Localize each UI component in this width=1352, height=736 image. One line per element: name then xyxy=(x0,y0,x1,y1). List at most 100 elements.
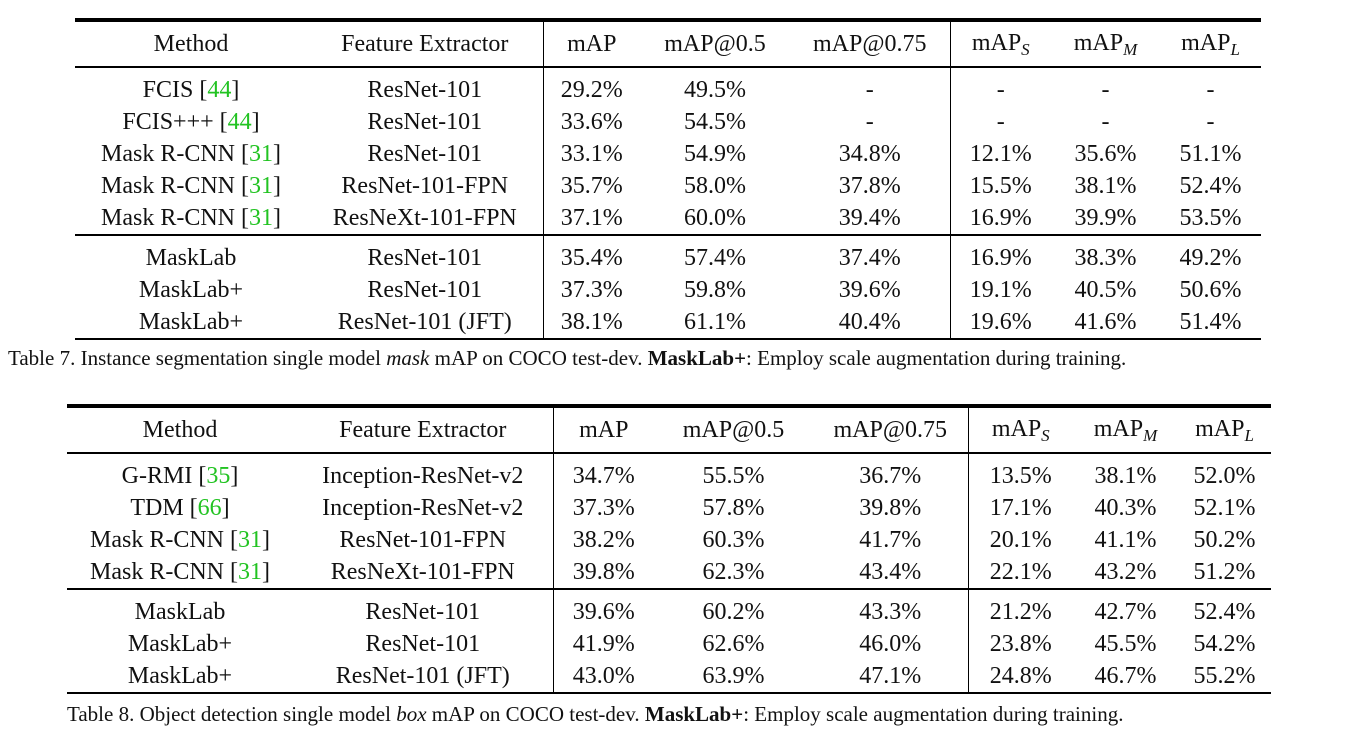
header-map75: mAP@0.75 xyxy=(790,18,951,68)
citation-link[interactable]: 35 xyxy=(206,463,231,489)
cell-method: MaskLab+ xyxy=(75,306,307,340)
cell-method: Mask R-CNN [31] xyxy=(75,202,307,236)
citation-link[interactable]: 66 xyxy=(197,495,222,521)
header-map-m-sub: M xyxy=(1123,39,1138,59)
header-row: Method Feature Extractor mAP mAP@0.5 mAP… xyxy=(67,404,1271,454)
cell-feature: ResNet-101 xyxy=(307,138,544,170)
citation-link[interactable]: 31 xyxy=(249,205,273,231)
cell-feature: ResNet-101 xyxy=(293,589,554,628)
cell-map-s: 15.5% xyxy=(969,173,1032,199)
cell-map-m: 41.6% xyxy=(1051,306,1160,340)
cell-map-m: 38.3% xyxy=(1074,245,1137,271)
cell-map-m: 43.2% xyxy=(1073,556,1178,590)
cell-map-s: 17.1% xyxy=(989,495,1052,521)
cell-map-l: - xyxy=(1206,109,1215,135)
header-map: mAP xyxy=(543,18,640,68)
table-8-masklab: MaskLab ResNet-101 39.6% 60.2% 43.3% 21.… xyxy=(67,589,1271,694)
cell-map-l: 50.2% xyxy=(1193,527,1256,553)
cell-map-l: 49.2% xyxy=(1179,245,1242,271)
citation-link[interactable]: 31 xyxy=(238,559,262,585)
cell-map75: 36.7% xyxy=(813,453,969,492)
cell-map75: 34.8% xyxy=(790,138,951,170)
cell-method: FCIS [44] xyxy=(142,77,240,103)
method-name: G-RMI xyxy=(121,463,199,489)
method-name: Mask R-CNN xyxy=(100,173,241,199)
cell-method: MaskLab xyxy=(145,245,237,271)
table-row: Mask R-CNN [31] ResNeXt-101-FPN 37.1% 60… xyxy=(75,202,1261,236)
table-row: FCIS+++ [44] ResNet-101 33.6% 54.5% - - … xyxy=(75,106,1261,138)
table-8-baselines: G-RMI [35] Inception-ResNet-v2 34.7% 55.… xyxy=(67,453,1271,590)
cell-map50: 62.6% xyxy=(702,631,765,657)
cell-map-s: 22.1% xyxy=(968,556,1073,590)
header-map-l-base: mAP xyxy=(1195,415,1245,442)
header-map-m: mAPM xyxy=(1073,404,1178,454)
cell-map75: 39.8% xyxy=(813,492,969,524)
cell-map-s: 23.8% xyxy=(989,631,1052,657)
citation-link[interactable]: 44 xyxy=(227,109,252,135)
cell-map: 41.9% xyxy=(572,631,635,657)
caption-text: Table 7. Instance segmentation single mo… xyxy=(8,346,387,370)
header-map-m-base: mAP xyxy=(1073,29,1124,56)
cell-map: 43.0% xyxy=(553,660,654,694)
table-8-caption: Table 8. Object detection single model b… xyxy=(67,704,1123,725)
table-row: MaskLab+ ResNet-101 (JFT) 38.1% 61.1% 40… xyxy=(75,306,1261,340)
cell-map-s: 20.1% xyxy=(989,527,1052,553)
header-method: Method xyxy=(75,18,307,68)
method-name: TDM xyxy=(130,495,190,521)
header-map-l: mAPL xyxy=(1160,18,1261,68)
cell-map: 33.1% xyxy=(560,141,623,167)
cell-map-s: - xyxy=(996,77,1005,103)
cell-map-l: 52.4% xyxy=(1193,599,1256,625)
citation-link[interactable]: 31 xyxy=(249,173,273,199)
header-method: Method xyxy=(67,404,293,454)
cell-method: Mask R-CNN [31] xyxy=(100,173,281,199)
header-row: Method Feature Extractor mAP mAP@0.5 mAP… xyxy=(75,18,1261,68)
cell-feature: ResNet-101 xyxy=(293,628,554,660)
cell-map-s: 12.1% xyxy=(969,141,1032,167)
cell-map75: 40.4% xyxy=(790,306,951,340)
cell-map: 34.7% xyxy=(572,463,635,489)
method-name: FCIS xyxy=(142,77,200,103)
table-row: MaskLab+ ResNet-101 37.3% 59.8% 39.6% 19… xyxy=(75,274,1261,306)
citation-link[interactable]: 31 xyxy=(249,141,273,167)
cell-map-m: 42.7% xyxy=(1094,599,1157,625)
header-map-l-sub: L xyxy=(1230,39,1240,59)
cell-map-l: 52.0% xyxy=(1193,463,1256,489)
cell-map: 37.3% xyxy=(572,495,635,521)
cell-map-l: 55.2% xyxy=(1178,660,1271,694)
cell-feature: Inception-ResNet-v2 xyxy=(293,453,554,492)
method-name: Mask R-CNN xyxy=(100,205,241,231)
cell-map-m: 46.7% xyxy=(1073,660,1178,694)
table-row: MaskLab ResNet-101 39.6% 60.2% 43.3% 21.… xyxy=(67,589,1271,628)
caption-text: mAP on COCO test-dev. xyxy=(426,702,645,726)
cell-map-l: 52.4% xyxy=(1179,173,1242,199)
cell-map-m: 38.1% xyxy=(1074,173,1137,199)
cell-feature: ResNeXt-101-FPN xyxy=(307,202,544,236)
table-row: FCIS [44] ResNet-101 29.2% 49.5% - - - - xyxy=(75,67,1261,106)
cell-map: 38.1% xyxy=(543,306,640,340)
cell-method: Mask R-CNN [31] xyxy=(67,556,293,590)
header-map-m-base: mAP xyxy=(1093,415,1144,442)
header-map-s-base: mAP xyxy=(971,29,1022,56)
cell-map-l: 51.4% xyxy=(1160,306,1261,340)
method-name: Mask R-CNN xyxy=(89,527,230,553)
cell-map: 35.7% xyxy=(560,173,623,199)
table-7-baselines: FCIS [44] ResNet-101 29.2% 49.5% - - - -… xyxy=(75,67,1261,236)
cell-map: 39.6% xyxy=(572,599,635,625)
cell-map-s: - xyxy=(996,109,1005,135)
header-map-s: mAPS xyxy=(950,18,1051,68)
cell-map-m: 40.5% xyxy=(1074,277,1137,303)
caption-emphasis: box xyxy=(396,702,427,726)
citation-link[interactable]: 44 xyxy=(207,77,232,103)
citation-link[interactable]: 31 xyxy=(238,527,262,553)
cell-map-m: - xyxy=(1101,77,1110,103)
table-row: G-RMI [35] Inception-ResNet-v2 34.7% 55.… xyxy=(67,453,1271,492)
cell-map-s: 13.5% xyxy=(989,463,1052,489)
cell-map-l: 52.1% xyxy=(1193,495,1256,521)
cell-method: MaskLab+ xyxy=(67,660,293,694)
cell-feature: ResNet-101-FPN xyxy=(307,170,544,202)
cell-map50: 49.5% xyxy=(684,77,746,103)
cell-method: Mask R-CNN [31] xyxy=(100,141,281,167)
cell-map-m: 38.1% xyxy=(1094,463,1157,489)
cell-method: TDM [66] xyxy=(130,495,230,521)
